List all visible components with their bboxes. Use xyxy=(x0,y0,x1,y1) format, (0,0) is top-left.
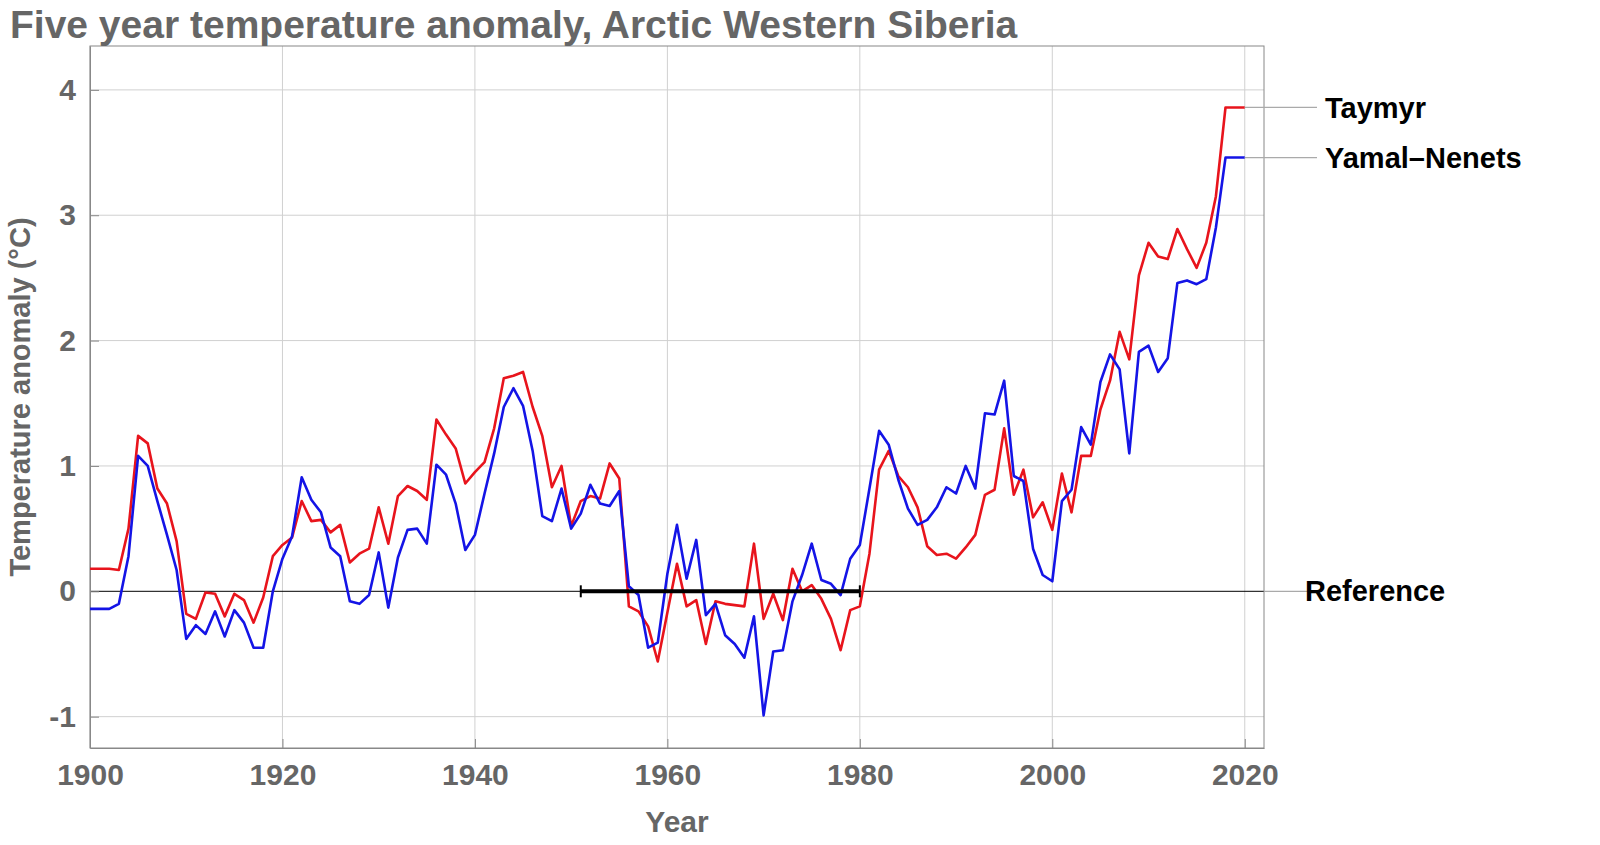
x-tick: 1940 xyxy=(442,739,509,791)
x-tick-label: 2000 xyxy=(1019,758,1086,791)
y-tick: 3 xyxy=(59,198,99,231)
x-grid-line xyxy=(474,46,475,748)
x-tick-label: 2020 xyxy=(1212,758,1279,791)
y-grid-line xyxy=(90,340,1264,341)
reference-period xyxy=(581,585,860,597)
y-tick-mark xyxy=(90,215,99,216)
x-tick-mark xyxy=(667,739,668,748)
series-label: Yamal–Nenets xyxy=(1325,142,1522,174)
y-tick-label: -1 xyxy=(49,700,76,733)
y-tick: -1 xyxy=(49,700,99,733)
plot-area xyxy=(90,107,1245,715)
x-tick-label: 1960 xyxy=(635,758,702,791)
x-grid-line xyxy=(667,46,668,748)
y-tick: 1 xyxy=(59,449,99,482)
annotation-label: Reference xyxy=(1305,575,1445,607)
series-line xyxy=(90,158,1245,716)
y-grid-line xyxy=(90,89,1264,90)
y-grid-line xyxy=(90,465,1264,466)
y-grid-line xyxy=(90,215,1264,216)
x-grid-line xyxy=(1052,46,1053,748)
y-tick-label: 4 xyxy=(59,73,76,106)
y-tick: 4 xyxy=(59,73,99,106)
x-tick-label: 1900 xyxy=(57,758,124,791)
y-tick-mark xyxy=(90,341,99,342)
x-tick: 1980 xyxy=(827,739,894,791)
label-leader xyxy=(1245,107,1317,108)
x-grid-line xyxy=(1244,46,1245,748)
y-tick-mark xyxy=(90,90,99,91)
label-leader xyxy=(1245,157,1317,158)
y-grid-line xyxy=(90,591,1264,592)
y-axis: -1 0 1 2 3 4 xyxy=(49,47,99,749)
x-tick: 1960 xyxy=(635,739,702,791)
y-tick: 0 xyxy=(59,574,99,607)
y-axis-title: Temperature anomaly (°C) xyxy=(4,217,36,576)
x-tick-label: 1920 xyxy=(250,758,317,791)
x-tick: 2020 xyxy=(1212,739,1279,791)
x-tick-mark xyxy=(860,739,861,748)
x-tick-mark xyxy=(475,739,476,748)
x-axis-title: Year xyxy=(645,805,709,838)
reference-cap xyxy=(580,585,582,597)
x-tick-mark xyxy=(1245,739,1246,748)
y-tick-mark xyxy=(90,717,99,718)
x-grid-line xyxy=(859,46,860,748)
x-axis: 1900 1920 1940 1960 1980 2000 2020 xyxy=(57,739,1279,791)
reference-line xyxy=(581,589,860,593)
chart-title: Five year temperature anomaly, Arctic We… xyxy=(10,3,1018,46)
y-tick-label: 3 xyxy=(59,198,76,231)
x-tick: 2000 xyxy=(1019,739,1086,791)
x-grid-line xyxy=(282,46,283,748)
y-tick: 2 xyxy=(59,324,99,357)
x-tick-label: 1980 xyxy=(827,758,894,791)
x-axis-line xyxy=(91,748,1265,749)
x-tick-mark xyxy=(1052,739,1053,748)
grid xyxy=(90,46,1264,748)
y-tick-label: 2 xyxy=(59,324,76,357)
x-tick-mark xyxy=(282,739,283,748)
series-label: Taymyr xyxy=(1325,92,1426,124)
y-tick-label: 0 xyxy=(59,574,76,607)
x-tick: 1920 xyxy=(250,739,317,791)
y-grid-line xyxy=(90,716,1264,717)
reference-cap xyxy=(859,585,861,597)
chart-svg: 1900 1920 1940 1960 1980 2000 2020 -1 0 1 2 3 4 Taymy… xyxy=(0,0,1600,845)
y-tick-mark xyxy=(90,591,99,592)
end-labels: Taymyr Yamal–Nenets Reference xyxy=(1245,92,1522,608)
y-tick-label: 1 xyxy=(59,449,76,482)
y-axis-line xyxy=(90,47,91,749)
y-tick-mark xyxy=(90,466,99,467)
plot-frame xyxy=(90,46,1264,748)
x-tick-label: 1940 xyxy=(442,758,509,791)
